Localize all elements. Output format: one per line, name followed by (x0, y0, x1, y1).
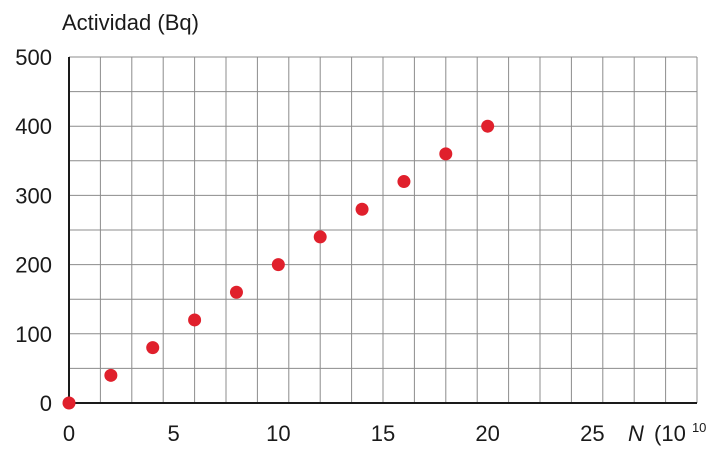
x-axis-label-variable: N (628, 421, 644, 446)
y-tick-label: 100 (15, 322, 52, 347)
x-axis-label: N (10 10 ) (628, 412, 710, 446)
x-tick-labels: 0 5 10 15 20 25 (63, 421, 605, 446)
x-tick-label: 20 (475, 421, 499, 446)
data-point (229, 285, 243, 299)
data-point (271, 258, 285, 272)
axes (68, 57, 697, 404)
x-axis-label-unit-exp: 10 (692, 420, 706, 435)
data-points (62, 119, 495, 410)
x-tick-label: 10 (266, 421, 290, 446)
y-axis-label: Actividad (Bq) (62, 10, 199, 35)
x-tick-label: 5 (168, 421, 180, 446)
grid (68, 56, 698, 404)
data-point (313, 230, 327, 244)
data-point (355, 202, 369, 216)
y-tick-label: 500 (15, 45, 52, 70)
data-point (397, 175, 411, 189)
data-point (439, 147, 453, 161)
y-tick-label: 400 (15, 114, 52, 139)
data-point (62, 396, 76, 410)
data-point (188, 313, 202, 327)
x-tick-label: 0 (63, 421, 75, 446)
y-tick-label: 200 (15, 253, 52, 278)
data-point (481, 119, 495, 133)
y-tick-label: 0 (40, 391, 52, 416)
x-axis-label-unit-base: (10 (654, 421, 686, 446)
y-tick-labels: 0 100 200 300 400 500 (15, 45, 52, 416)
x-tick-label: 25 (580, 421, 604, 446)
data-point (146, 341, 160, 355)
x-tick-label: 15 (371, 421, 395, 446)
y-tick-label: 300 (15, 183, 52, 208)
data-point (104, 368, 118, 382)
